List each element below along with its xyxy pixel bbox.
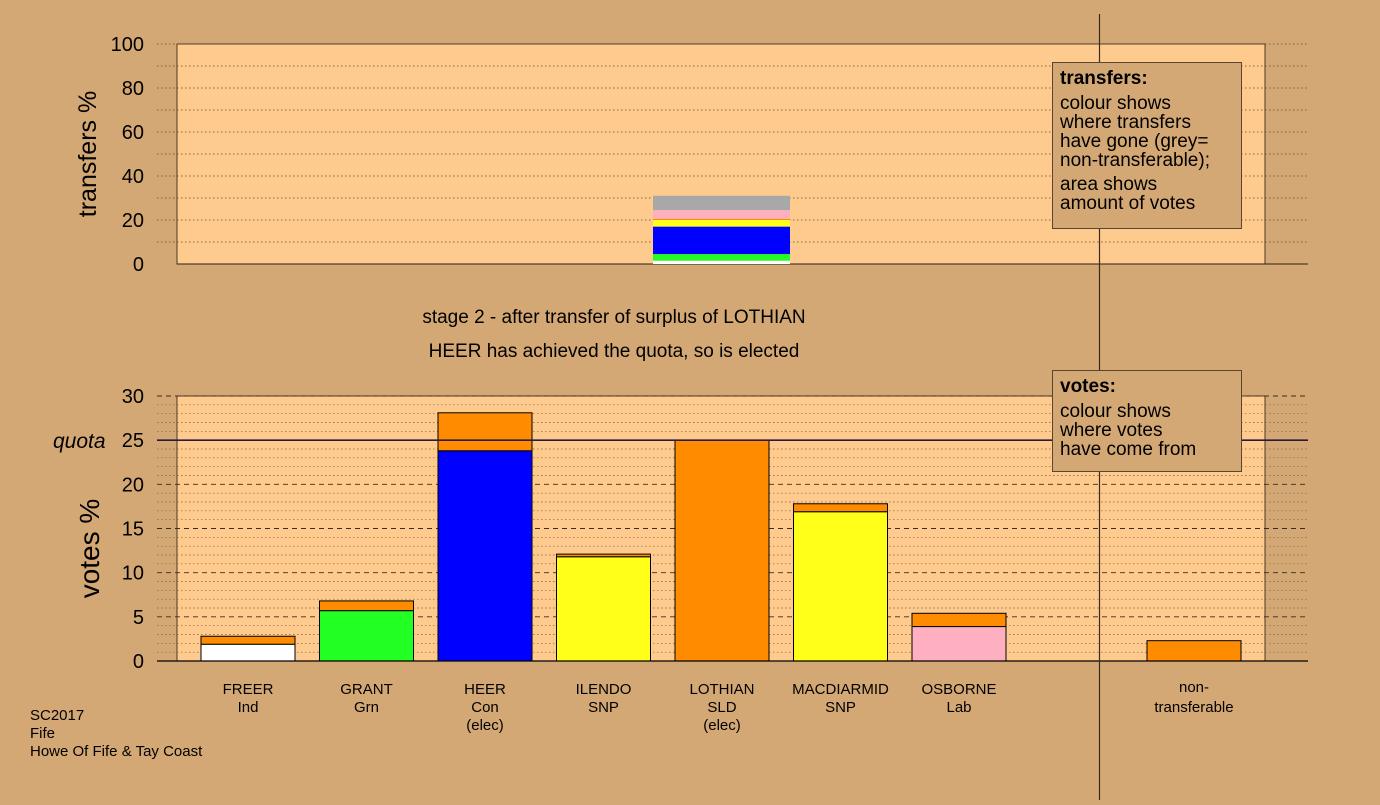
transfers-legend-text-2: area shows amount of votes	[1060, 174, 1196, 214]
stage-description: stage 2 - after transfer of surplus of L…	[422, 307, 805, 328]
candidate-name: ILENDO	[576, 681, 632, 698]
transfers-legend-text-1: colour shows where transfers have gone (…	[1060, 93, 1210, 171]
transfer-segment-ind	[653, 260, 790, 264]
transfers-y-axis-label: transfers %	[74, 91, 102, 217]
transfer-segment-con	[653, 226, 790, 255]
votes-y-tick-label: 15	[122, 519, 144, 541]
candidate-party: Con	[471, 699, 499, 716]
candidate-party: SNP	[588, 699, 619, 716]
candidate-name: LOTHIAN	[689, 681, 754, 698]
candidate-party: SNP	[825, 699, 856, 716]
bar-heer-base	[437, 450, 533, 662]
stage-result: HEER has achieved the quota, so is elect…	[429, 341, 800, 362]
bar-nontransferable	[1146, 640, 1242, 662]
bar-grant-transfer	[319, 600, 414, 612]
transfer-segment-snp	[653, 222, 790, 227]
footer: SC2017 Fife Howe Of Fife & Tay Coast	[30, 707, 202, 761]
transfers-y-tick-label: 40	[122, 166, 144, 188]
candidate-name: MACDIARMID	[792, 681, 889, 698]
bar-ilendo-base	[556, 556, 651, 662]
bar-ilendo-transfer	[556, 553, 651, 558]
transfers-y-tick-label: 100	[111, 34, 144, 56]
bar-grant-base	[319, 610, 414, 662]
bar-freer-transfer	[200, 635, 296, 645]
candidate-name: HEER	[464, 681, 506, 698]
votes-y-tick-label: 30	[122, 386, 144, 408]
transfer-segment-nontransferable	[653, 195, 790, 211]
votes-y-tick-label: 5	[133, 607, 144, 629]
candidate-name: FREER	[223, 681, 274, 698]
votes-y-tick-label: 0	[133, 651, 144, 673]
candidate-party: Ind	[238, 699, 259, 716]
bar-lothian-base	[674, 439, 770, 662]
votes-legend-title: votes:	[1060, 376, 1116, 397]
candidate-name: OSBORNE	[921, 681, 996, 698]
transfer-segment-sld	[653, 218, 790, 220]
nontransferable-label-2: transferable	[1154, 699, 1233, 716]
votes-legend: votes: colour shows where votes have com…	[1052, 370, 1242, 472]
candidate-status: (elec)	[466, 717, 504, 734]
bar-freer-base	[200, 643, 296, 662]
candidate-party: SLD	[707, 699, 736, 716]
votes-y-tick-label: 20	[122, 474, 144, 496]
bar-macdiarmid-base	[793, 511, 888, 662]
bar-osborne-base	[911, 626, 1007, 662]
transfers-legend-title: transfers:	[1060, 68, 1148, 89]
votes-y-tick-label: 25	[122, 430, 144, 452]
candidate-status: (elec)	[703, 717, 741, 734]
transfer-segment-lab	[653, 210, 790, 219]
bar-macdiarmid-transfer	[793, 503, 888, 513]
candidate-name: GRANT	[340, 681, 393, 698]
votes-legend-text: colour shows where votes have come from	[1060, 401, 1197, 460]
transfers-legend: transfers: colour shows where transfers …	[1052, 62, 1242, 229]
transfers-y-tick-label: 80	[122, 78, 144, 100]
transfers-y-tick-label: 60	[122, 122, 144, 144]
footer-council: Fife	[30, 725, 56, 742]
footer-election: SC2017	[30, 707, 85, 724]
transfer-segment-grn	[653, 254, 790, 261]
bar-osborne-transfer	[911, 612, 1007, 628]
transfer-segment-snp	[653, 220, 790, 223]
transfers-y-tick-label: 20	[122, 210, 144, 232]
bar-heer-transfer	[437, 412, 533, 452]
candidate-party: Grn	[354, 699, 379, 716]
votes-y-tick-label: 10	[122, 563, 144, 585]
candidate-party: Lab	[946, 699, 971, 716]
footer-ward: Howe Of Fife & Tay Coast	[30, 743, 203, 760]
votes-y-axis-label: votes %	[74, 499, 105, 599]
quota-label: quota	[53, 430, 106, 453]
nontransferable-label-1: non-	[1179, 679, 1209, 696]
transfers-y-tick-label: 0	[133, 254, 144, 276]
